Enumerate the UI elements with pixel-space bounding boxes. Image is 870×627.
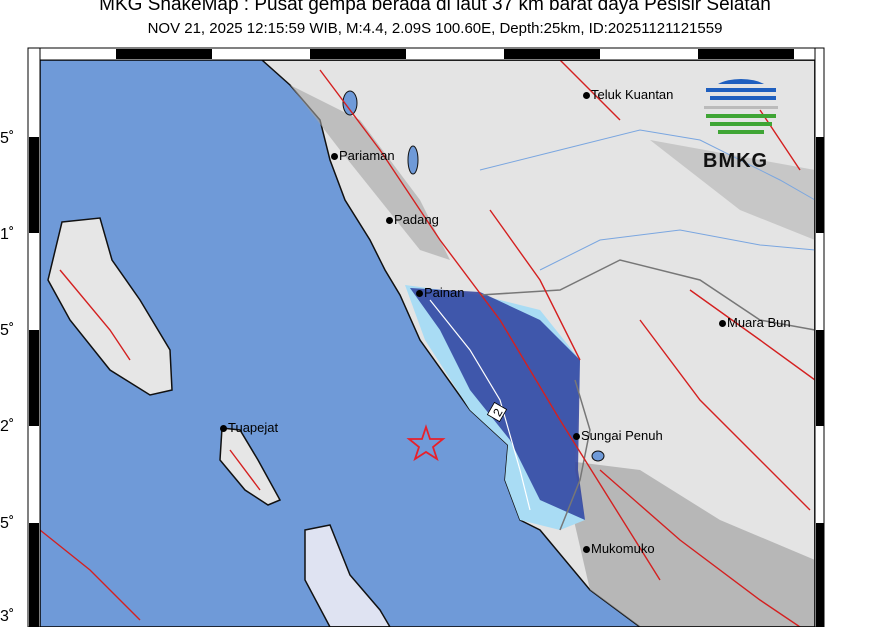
lake — [342, 90, 358, 116]
siberut-island — [47, 217, 173, 396]
relief — [650, 140, 815, 240]
bmkg-logo-text: BMKG — [703, 150, 769, 172]
faults — [39, 59, 816, 627]
map-title: MKG ShakeMap : Pusat gempa berada di lau… — [99, 0, 771, 15]
lat-label: 5˚ — [0, 515, 15, 532]
event-info: NOV 21, 2025 12:15:59 WIB, M:4.4, 2.09S … — [147, 20, 723, 37]
lake — [591, 450, 605, 462]
river — [479, 129, 816, 201]
lat-label: 5˚ — [0, 322, 15, 339]
city-label: Mukomuko — [583, 541, 655, 556]
lat-label: 5˚ — [0, 130, 15, 147]
sipora-island — [219, 427, 282, 506]
bmkg-logo-icon — [704, 78, 778, 134]
city-label: Pariaman — [331, 148, 395, 163]
river — [539, 229, 816, 271]
city-label: Padang — [386, 212, 439, 227]
lat-label: 2˚ — [0, 418, 15, 435]
frame-ticks-top — [27, 47, 825, 61]
city-label: Tuapejat — [220, 420, 278, 435]
city-label: Teluk Kuantan — [583, 87, 673, 102]
lat-label: 3˚ — [0, 608, 15, 625]
city-label: Sungai Penuh — [573, 428, 663, 443]
frame-ticks-left — [27, 47, 41, 627]
lat-label: 1˚ — [0, 226, 15, 243]
city-label: Painan — [416, 285, 464, 300]
frame-ticks-right — [814, 47, 825, 627]
pagai-island — [304, 524, 391, 627]
boundary — [559, 379, 591, 531]
intensity-contour — [429, 299, 531, 511]
lake — [407, 145, 419, 175]
epicenter-star-icon — [406, 424, 446, 462]
city-label: Muara Bun — [719, 315, 791, 330]
relief — [560, 460, 815, 627]
